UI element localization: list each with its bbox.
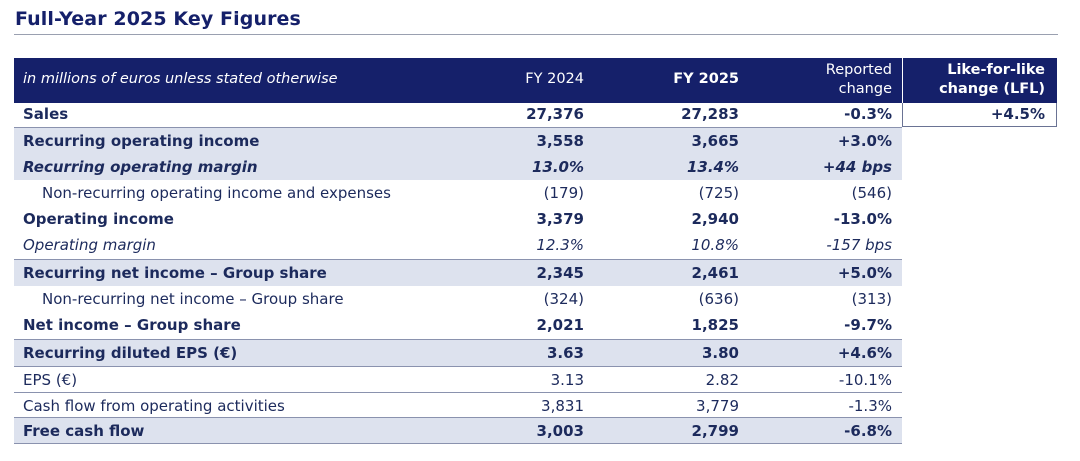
- cell-reported-change: +5.0%: [837, 264, 892, 282]
- col-header-lfl-line1: Like-for-like: [947, 62, 1045, 78]
- cell-fy2025: 3,779: [696, 397, 739, 415]
- table-row: Non-recurring net income – Group share (…: [14, 286, 902, 312]
- table-row: Operating margin 12.3% 10.8% -157 bps: [14, 232, 902, 258]
- cell-fy2025: 3,665: [691, 132, 739, 150]
- cell-fy2024: 13.0%: [531, 158, 584, 176]
- cell-reported-change: +3.0%: [837, 132, 892, 150]
- cell-reported-change: -6.8%: [844, 422, 892, 440]
- col-header-fy2025: FY 2025: [673, 71, 739, 87]
- cell-fy2025: 2.82: [705, 371, 739, 389]
- cell-fy2025: 2,461: [691, 264, 739, 282]
- cell-fy2024: 2,021: [536, 316, 584, 334]
- cell-fy2024: 3.63: [546, 344, 584, 362]
- row-label: Recurring operating income: [23, 132, 260, 150]
- cell-fy2025: 2,940: [691, 210, 739, 228]
- cell-reported-change: -0.3%: [844, 105, 892, 123]
- cell-reported-change: -10.1%: [838, 371, 892, 389]
- table-row: Recurring diluted EPS (€) 3.63 3.80 +4.6…: [14, 339, 902, 366]
- col-header-reported-line2: change: [838, 81, 892, 97]
- page-title: Full-Year 2025 Key Figures: [15, 8, 301, 30]
- cell-fy2025: 13.4%: [686, 158, 739, 176]
- col-header-lfl: Like-for-like change (LFL): [905, 61, 1045, 99]
- cell-reported-change: -1.3%: [848, 397, 892, 415]
- cell-reported-change: +4.6%: [837, 344, 892, 362]
- cell-fy2024: 3,003: [536, 422, 584, 440]
- table-row: Recurring net income – Group share 2,345…: [14, 259, 902, 286]
- cell-reported-change: -13.0%: [833, 210, 892, 228]
- table-row: Non-recurring operating income and expen…: [14, 180, 902, 206]
- cell-fy2025: 2,799: [691, 422, 739, 440]
- table-row: Recurring operating income 3,558 3,665 +…: [14, 127, 902, 154]
- title-underline: [14, 34, 1058, 35]
- row-label: Cash flow from operating activities: [23, 397, 285, 415]
- cell-reported-change: (313): [851, 290, 892, 308]
- cell-fy2024: 3.13: [550, 371, 584, 389]
- row-label: Recurring diluted EPS (€): [23, 344, 238, 362]
- header-separator: [902, 58, 903, 103]
- col-header-lfl-line2: change (LFL): [939, 81, 1045, 97]
- row-label: Non-recurring net income – Group share: [42, 290, 344, 308]
- cell-fy2025: (636): [698, 290, 739, 308]
- table-row: Operating income 3,379 2,940 -13.0%: [14, 206, 902, 232]
- cell-fy2025: (725): [698, 184, 739, 202]
- cell-fy2024: (179): [543, 184, 584, 202]
- col-header-fy2024: FY 2024: [525, 71, 584, 87]
- cell-fy2025: 1,825: [691, 316, 739, 334]
- row-label: Recurring operating margin: [23, 158, 258, 176]
- cell-reported-change: +44 bps: [822, 158, 892, 176]
- cell-fy2024: 2,345: [536, 264, 584, 282]
- col-header-reported: Reported change: [780, 61, 892, 99]
- cell-fy2024: 3,831: [541, 397, 584, 415]
- row-label: Operating margin: [23, 236, 156, 254]
- table-row: Net income – Group share 2,021 1,825 -9.…: [14, 312, 902, 338]
- row-label: Free cash flow: [23, 422, 145, 440]
- unit-note: in millions of euros unless stated other…: [23, 71, 338, 87]
- cell-fy2024: 27,376: [526, 105, 584, 123]
- cell-fy2024: 12.3%: [536, 236, 584, 254]
- table-header: [14, 58, 1057, 103]
- table-row: Free cash flow 3,003 2,799 -6.8%: [14, 417, 902, 444]
- row-label: Net income – Group share: [23, 316, 241, 334]
- cell-fy2024: 3,558: [536, 132, 584, 150]
- table-row-sales: Sales 27,376 27,283 -0.3%: [14, 103, 902, 126]
- cell-fy2025: 27,283: [681, 105, 739, 123]
- cell-reported-change: (546): [851, 184, 892, 202]
- cell-fy2025: 10.8%: [691, 236, 739, 254]
- table-row: Cash flow from operating activities 3,83…: [14, 392, 902, 419]
- row-label: Non-recurring operating income and expen…: [42, 184, 391, 202]
- row-label: EPS (€): [23, 371, 78, 389]
- table-row: Recurring operating margin 13.0% 13.4% +…: [14, 154, 902, 180]
- cell-fy2024: 3,379: [536, 210, 584, 228]
- row-label: Recurring net income – Group share: [23, 264, 327, 282]
- table-row: EPS (€) 3.13 2.82 -10.1%: [14, 366, 902, 393]
- cell-fy2025: 3.80: [701, 344, 739, 362]
- cell-reported-change: -9.7%: [844, 316, 892, 334]
- cell-reported-change: -157 bps: [826, 236, 892, 254]
- row-label: Sales: [23, 105, 69, 123]
- cell-lfl-change: +4.5%: [990, 105, 1045, 123]
- lfl-cell-border: [902, 103, 1057, 127]
- col-header-reported-line1: Reported: [825, 62, 892, 78]
- row-label: Operating income: [23, 210, 174, 228]
- table-bottom-rule: [14, 443, 902, 444]
- cell-fy2024: (324): [543, 290, 584, 308]
